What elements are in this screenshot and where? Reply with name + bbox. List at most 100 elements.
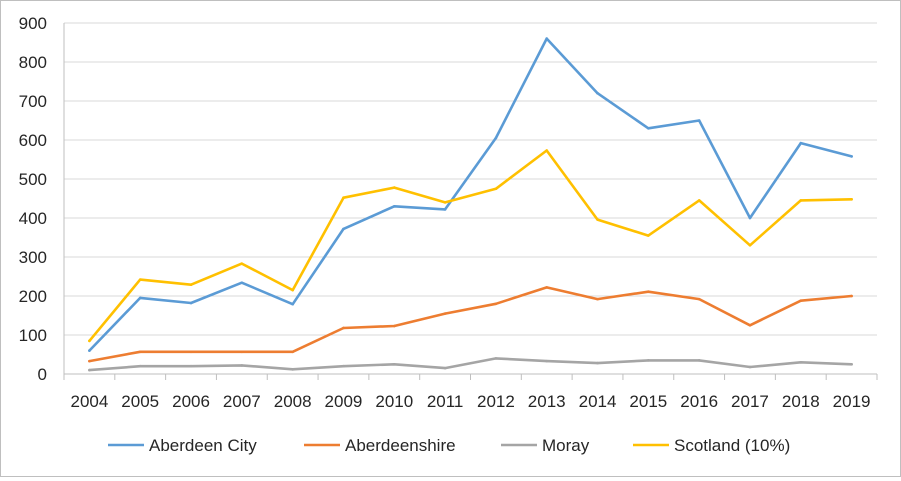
data-point [799,299,803,302]
data-point [647,127,650,130]
data-point [647,290,650,294]
data-point [596,361,599,365]
data-point [850,362,853,366]
y-tick-label: 200 [19,287,47,306]
x-tick-label: 2007 [223,392,261,411]
data-point [88,349,91,352]
x-tick-label: 2012 [477,392,515,411]
y-tick-label: 300 [19,248,47,267]
data-point [138,296,142,300]
data-point [392,362,396,366]
series-lines [88,37,853,372]
data-point [189,301,193,305]
y-tick-label: 800 [19,53,47,72]
data-point [799,199,803,202]
data-point [697,119,701,122]
x-tick-label: 2006 [172,392,210,411]
series-line-aberdeenshire [88,286,853,363]
data-point [88,359,91,363]
data-point [342,227,345,231]
data-point [291,368,294,371]
series-line-aberdeen-city [88,37,853,352]
data-point [697,297,701,301]
data-point [697,199,701,202]
legend-label: Aberdeen City [149,436,257,455]
x-tick-label: 2016 [680,392,718,411]
x-tick-label: 2015 [629,392,667,411]
data-point [850,197,853,201]
x-tick-label: 2009 [325,392,363,411]
x-tick-label: 2004 [70,392,108,411]
data-point [189,350,193,354]
x-axis-ticks: 2004 2005 2006 2007 2008 2009 2010 2011 2012 2013… [63,374,878,411]
data-point [494,302,498,306]
x-tick-label: 2017 [731,392,769,411]
x-tick-label: 2013 [528,392,566,411]
data-point [647,234,650,237]
data-point [240,350,244,354]
y-tick-label: 100 [19,326,47,345]
data-point [342,196,345,200]
x-tick-label: 2010 [375,392,413,411]
data-point [138,350,142,354]
data-point [799,361,803,364]
data-point [88,339,91,343]
data-point [647,359,650,362]
data-point [494,357,498,360]
data-point [545,286,549,289]
y-tick-label: 400 [19,209,47,228]
data-point [342,364,345,368]
data-point [596,297,599,301]
data-point [392,324,396,328]
data-point [138,278,142,281]
legend: Aberdeen City Aberdeenshire Moray Scotland … [108,436,790,455]
data-point [443,366,447,370]
data-point [138,364,142,368]
legend-label: Moray [542,436,590,455]
data-point [545,149,549,152]
data-point [392,186,396,189]
data-point [697,359,701,362]
data-point [240,364,244,367]
y-tick-label: 0 [38,365,47,384]
series-line-scotland-10 [88,149,853,343]
data-point [240,262,244,265]
data-point [494,187,498,191]
data-point [596,218,599,221]
y-tick-label: 600 [19,131,47,150]
data-point [748,323,752,327]
data-point [189,364,193,368]
data-point [748,244,752,247]
data-point [799,141,803,145]
legend-label: Scotland (10%) [674,436,790,455]
gridlines [63,22,877,375]
data-point [545,359,549,363]
data-point [494,136,498,140]
data-point [342,326,345,330]
legend-label: Aberdeenshire [345,436,456,455]
y-tick-label: 500 [19,170,47,189]
data-point [850,294,853,298]
data-point [443,208,447,211]
data-point [850,155,853,158]
x-tick-label: 2018 [782,392,820,411]
data-point [748,365,752,369]
data-point [240,281,244,285]
data-point [545,37,549,40]
y-tick-label: 900 [19,14,47,33]
x-tick-label: 2008 [274,392,312,411]
series-line-moray [88,357,853,372]
data-point [443,312,447,315]
y-axis-ticks: 0 100 200 300 400 500 600 700 800 900 [19,14,47,384]
x-tick-label: 2011 [427,392,464,411]
data-point [88,368,91,372]
data-point [443,201,447,204]
y-tick-label: 700 [19,92,47,111]
data-point [291,302,294,306]
x-tick-label: 2005 [121,392,159,411]
x-tick-label: 2014 [579,392,617,411]
data-point [748,216,752,220]
x-tick-label: 2019 [833,392,871,411]
data-point [596,91,599,95]
